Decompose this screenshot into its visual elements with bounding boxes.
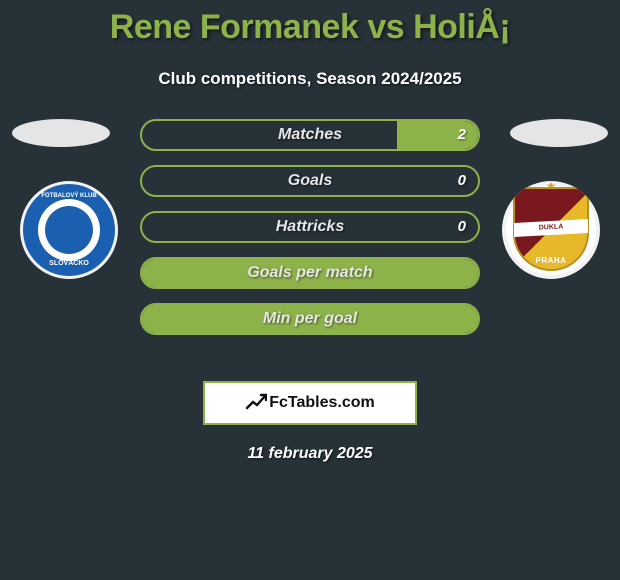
crest-right-city: PRAHA [536, 256, 567, 265]
stat-label: Hattricks [142, 213, 478, 241]
stat-bar: 0Goals [140, 165, 480, 197]
date-text: 11 february 2025 [0, 445, 620, 463]
stat-label: Min per goal [142, 305, 478, 333]
comparison-stage: FOTBALOVÝ KLUB SLOVÁCKO ★ DUKLA PRAHA 2M… [0, 119, 620, 369]
stat-label: Matches [142, 121, 478, 149]
stat-bar: 0Hattricks [140, 211, 480, 243]
brand-text: FcTables.com [269, 394, 375, 412]
stat-bars: 2Matches 0Goals 0Hattricks Goals per match M… [140, 119, 480, 349]
shadow-ellipse-right [510, 119, 608, 147]
stat-label: Goals per match [142, 259, 478, 287]
brand-box[interactable]: FcTables.com [203, 381, 417, 425]
subtitle: Club competitions, Season 2024/2025 [0, 69, 620, 89]
club-crest-right: ★ DUKLA PRAHA [502, 181, 600, 279]
brand-icon [245, 392, 267, 415]
crest-left-bottom-text: SLOVÁCKO [20, 260, 118, 267]
stat-bar: Goals per match [140, 257, 480, 289]
club-crest-left: FOTBALOVÝ KLUB SLOVÁCKO [20, 181, 118, 279]
stat-label: Goals [142, 167, 478, 195]
stat-bar: 2Matches [140, 119, 480, 151]
shadow-ellipse-left [12, 119, 110, 147]
stat-bar: Min per goal [140, 303, 480, 335]
page-title: Rene Formanek vs HoliÅ¡ [0, 0, 620, 47]
